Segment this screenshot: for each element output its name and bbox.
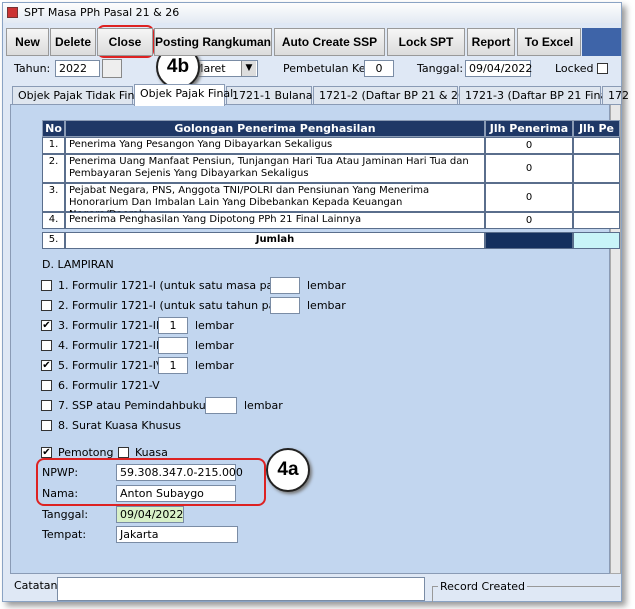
attachment-label: 3. Formulir 1721-II xyxy=(58,319,160,332)
label: Pemotong xyxy=(58,446,114,459)
toolbar-button[interactable]: Auto Create SSP xyxy=(274,28,385,56)
label: Tahun: xyxy=(14,62,51,75)
checkbox[interactable]: ✔ xyxy=(41,320,52,331)
checkbox[interactable] xyxy=(41,300,52,311)
unit-label: lembar xyxy=(307,299,346,312)
revision-input[interactable]: 0 xyxy=(364,60,394,77)
attachment-label: 1. Formulir 1721-I (untuk satu masa paja… xyxy=(58,279,294,292)
search-button[interactable] xyxy=(102,59,122,78)
toolbar-button[interactable]: New xyxy=(6,28,49,56)
cell[interactable] xyxy=(573,137,620,154)
cell xyxy=(573,232,620,249)
tab[interactable]: 1721-1 Bulanan xyxy=(226,86,319,105)
label: Pembetulan Ke: xyxy=(283,62,370,75)
count-input[interactable] xyxy=(158,337,188,354)
toolbar-button[interactable]: Close xyxy=(97,28,153,56)
toolbar-button[interactable]: Report xyxy=(467,28,515,56)
label: Tempat: xyxy=(42,528,87,541)
count-input[interactable] xyxy=(270,297,300,314)
tab[interactable]: Objek Pajak Final xyxy=(134,84,233,106)
label: Tanggal: xyxy=(42,508,89,521)
cell-value[interactable]: 0 xyxy=(485,154,573,183)
unit-label: lembar xyxy=(195,319,234,332)
row-number: 2. xyxy=(42,154,65,183)
highlight-box xyxy=(36,458,266,506)
label: Catatan xyxy=(14,579,58,592)
npwp-input[interactable]: 59.308.347.0-215.000 xyxy=(116,464,243,481)
total-label: Jumlah xyxy=(65,232,485,249)
count-input[interactable] xyxy=(270,277,300,294)
unit-label: lembar xyxy=(244,399,283,412)
column-header: Jlh Penerima xyxy=(485,120,573,137)
unit-label: lembar xyxy=(307,279,346,292)
app-icon xyxy=(7,7,18,18)
checkbox[interactable] xyxy=(41,420,52,431)
checkbox[interactable] xyxy=(41,340,52,351)
row-number: 1. xyxy=(42,137,65,154)
row-number: 4. xyxy=(42,212,65,229)
checkbox[interactable]: ✔ xyxy=(41,360,52,371)
tab[interactable]: 1721-3 (Daftar BP 21 Final) xyxy=(459,86,615,105)
label: Kuasa xyxy=(135,446,168,459)
row-number: 5. xyxy=(42,232,65,249)
date-input[interactable]: 09/04/2022 xyxy=(465,60,532,77)
count-input[interactable]: 1 xyxy=(158,357,188,374)
checkbox[interactable]: ✔ xyxy=(41,447,52,458)
row-number: 3. xyxy=(42,183,65,212)
attachment-label: 7. SSP atau Pemindahbukuan xyxy=(58,399,220,412)
cell-value[interactable]: 0 xyxy=(485,212,573,229)
column-header: Golongan Penerima Penghasilan xyxy=(65,120,485,137)
window-title: SPT Masa PPh Pasal 21 & 26 xyxy=(24,6,180,19)
row-label: Penerima Penghasilan Yang Dipotong PPh 2… xyxy=(65,212,485,229)
tab[interactable]: 1721-2 (Daftar BP 21 & 26) xyxy=(313,86,469,105)
label: NPWP: xyxy=(42,466,79,479)
cell[interactable] xyxy=(573,212,620,229)
label: Tanggal: xyxy=(417,62,464,75)
date-input[interactable]: 09/04/2022 xyxy=(116,506,184,523)
name-input[interactable]: Anton Subaygo xyxy=(116,485,236,502)
title-bar xyxy=(3,3,621,23)
cell xyxy=(485,232,573,249)
section-title: D. LAMPIRAN xyxy=(42,258,114,271)
place-input[interactable]: Jakarta xyxy=(116,526,238,543)
count-input[interactable] xyxy=(205,397,237,414)
group-label: Record Created xyxy=(438,578,528,595)
attachment-label: 4. Formulir 1721-III xyxy=(58,339,163,352)
row-label: Pejabat Negara, PNS, Anggota TNI/POLRI d… xyxy=(65,183,485,220)
toolbar-button[interactable]: To Excel xyxy=(517,28,581,56)
checkbox[interactable] xyxy=(41,280,52,291)
attachment-label: 2. Formulir 1721-I (untuk satu tahun paj… xyxy=(58,299,296,312)
toolbar-button[interactable]: Posting Rangkuman xyxy=(154,28,272,56)
cell-value[interactable]: 0 xyxy=(485,183,573,212)
cell[interactable] xyxy=(573,183,620,212)
unit-label: lembar xyxy=(195,339,234,352)
notes-input[interactable] xyxy=(57,577,425,601)
attachment-label: 5. Formulir 1721-IV xyxy=(58,359,164,372)
toolbar-button[interactable]: Delete xyxy=(50,28,96,56)
callout: 4a xyxy=(266,448,310,492)
checkbox[interactable] xyxy=(597,63,608,74)
year-input[interactable]: 2022 xyxy=(55,60,100,77)
dropdown-arrow[interactable]: ▼ xyxy=(241,61,256,76)
row-label: Penerima Yang Pesangon Yang Dibayarkan S… xyxy=(65,137,485,154)
cell[interactable] xyxy=(573,154,620,183)
toolbar-fill xyxy=(582,28,621,56)
unit-label: lembar xyxy=(195,359,234,372)
column-header: No xyxy=(42,120,65,137)
label: Nama: xyxy=(42,487,79,500)
tab[interactable]: 172 xyxy=(602,86,629,105)
checkbox[interactable] xyxy=(41,400,52,411)
count-input[interactable]: 1 xyxy=(158,317,188,334)
checkbox[interactable] xyxy=(41,380,52,391)
tab[interactable]: Objek Pajak Tidak Final xyxy=(12,86,144,105)
column-header: Jlh Pe xyxy=(573,120,620,137)
cell-value[interactable]: 0 xyxy=(485,137,573,154)
attachment-label: 8. Surat Kuasa Khusus xyxy=(58,419,181,432)
toolbar-button[interactable]: Lock SPT xyxy=(387,28,465,56)
label: Locked xyxy=(555,62,594,75)
checkbox[interactable] xyxy=(118,447,129,458)
attachment-label: 6. Formulir 1721-V xyxy=(58,379,160,392)
row-label: Penerima Uang Manfaat Pensiun, Tunjangan… xyxy=(65,154,485,183)
